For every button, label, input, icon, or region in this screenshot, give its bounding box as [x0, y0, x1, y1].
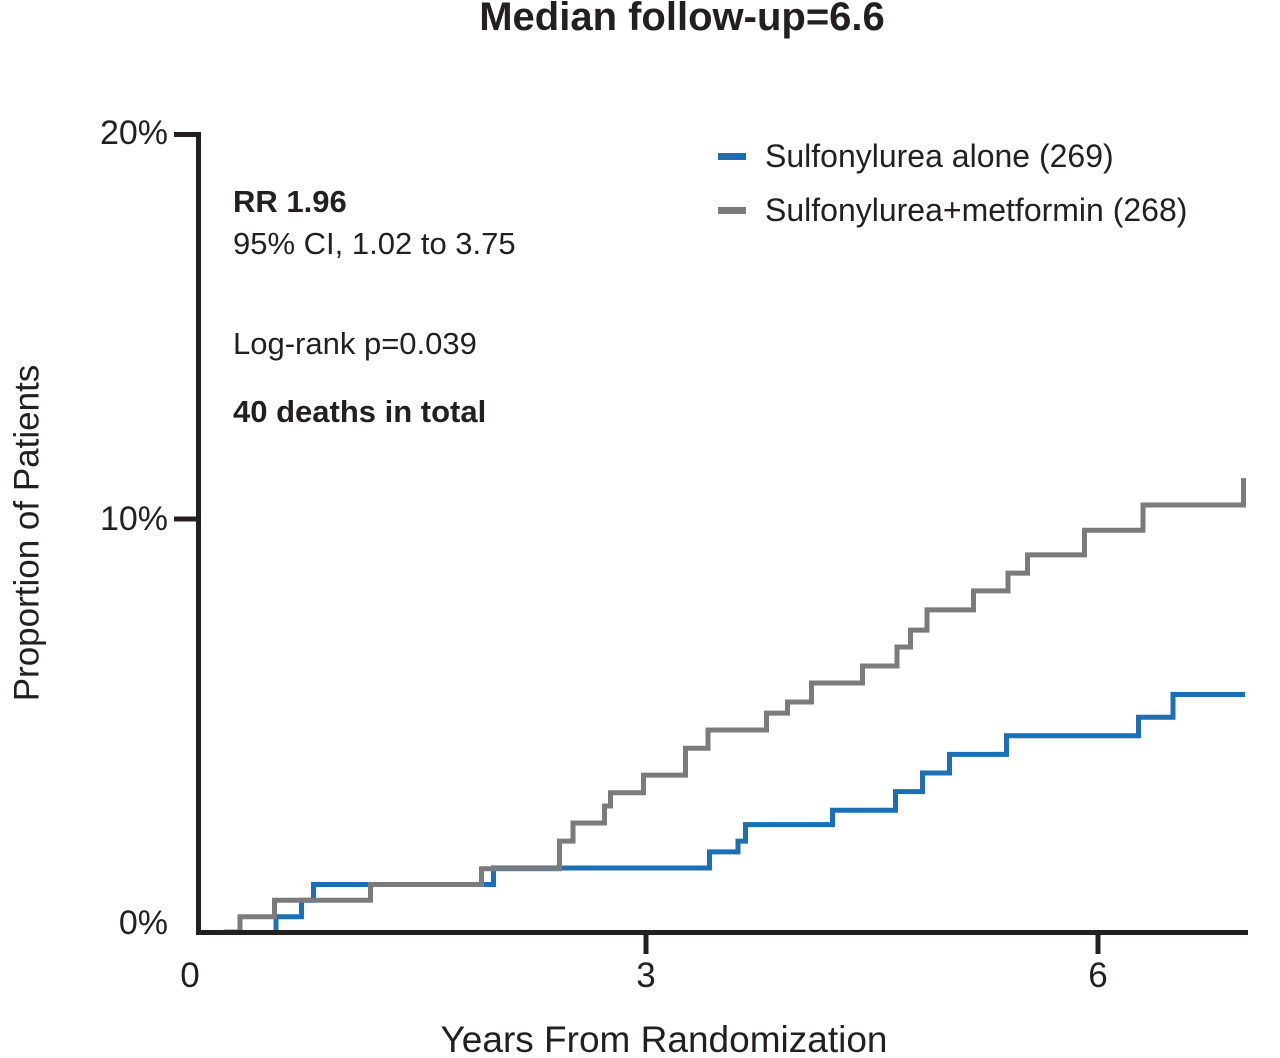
legend-item-sulfonylurea-metformin: Sulfonylurea+metformin (268): [718, 191, 1187, 229]
annotation-logrank-p: Log-rank p=0.039: [233, 326, 477, 361]
axis-lines: [196, 132, 1248, 935]
annotation-confidence-interval: 95% CI, 1.02 to 3.75: [233, 226, 516, 261]
y-tick-label-20pct: 20%: [99, 114, 168, 152]
legend-label: Sulfonylurea alone (269): [765, 138, 1114, 174]
x-axis-label: Years From Randomization: [440, 1019, 888, 1058]
series-sulfonylurea-metformin-line: [223, 478, 1246, 935]
y-tick-label-10pct: 10%: [99, 500, 168, 538]
legend-line-sample-blue-icon: [718, 152, 746, 160]
axis-ticks: [174, 132, 1101, 954]
legend-item-sulfonylurea-alone: Sulfonylurea alone (269): [718, 137, 1114, 175]
y-tick-label-0pct: 0%: [118, 904, 168, 942]
y-axis-label: Proportion of Patients: [7, 364, 47, 702]
series-sulfonylurea-alone-line: [273, 692, 1245, 932]
chart-title: Median follow-up=6.6: [479, 0, 885, 39]
x-tick-label-3: 3: [636, 956, 656, 995]
legend-line-sample-gray-icon: [718, 206, 746, 214]
annotation-relative-risk: RR 1.96: [233, 184, 347, 219]
legend-label: Sulfonylurea+metformin (268): [765, 192, 1188, 228]
x-tick-label-0: 0: [180, 956, 200, 995]
x-tick-label-6: 6: [1088, 956, 1108, 995]
annotation-total-deaths: 40 deaths in total: [233, 394, 487, 429]
